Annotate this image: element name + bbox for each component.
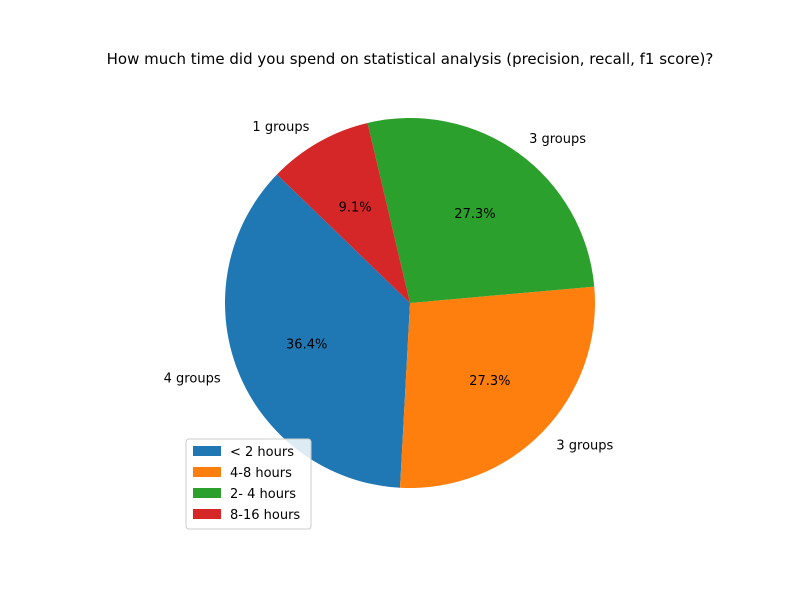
pie-slice [400,286,596,488]
legend-swatch [193,446,221,456]
slice-label: 1 groups [252,120,309,135]
legend-label: 8-16 hours [230,508,300,523]
slice-percent-label: 27.3% [469,374,510,389]
slice-label: 3 groups [556,438,613,453]
legend-label: < 2 hours [230,445,294,460]
slice-label: 4 groups [164,371,221,386]
slice-percent-label: 9.1% [339,201,372,216]
legend-label: 4-8 hours [230,466,292,481]
pie-slice [276,122,410,303]
slice-percent-label: 27.3% [454,207,495,222]
slice-percent-label: 36.4% [286,338,327,353]
pie-labels: 4 groups 36.4% 3 groups 27.3% 3 groups 27.3% 1… [164,120,614,453]
legend-swatch [193,467,221,477]
legend: < 2 hours 4-8 hours 2- 4 hours 8-16 hours [185,438,312,530]
pie-slice [367,118,595,304]
legend-box [185,438,312,530]
slice-label: 3 groups [529,132,586,147]
pie-slice [225,174,410,488]
pie-wedges [225,118,596,488]
legend-label: 2- 4 hours [230,487,296,502]
chart-title: How much time did you spend on statistic… [107,50,714,68]
legend-swatch [193,488,221,498]
legend-swatch [193,509,221,519]
